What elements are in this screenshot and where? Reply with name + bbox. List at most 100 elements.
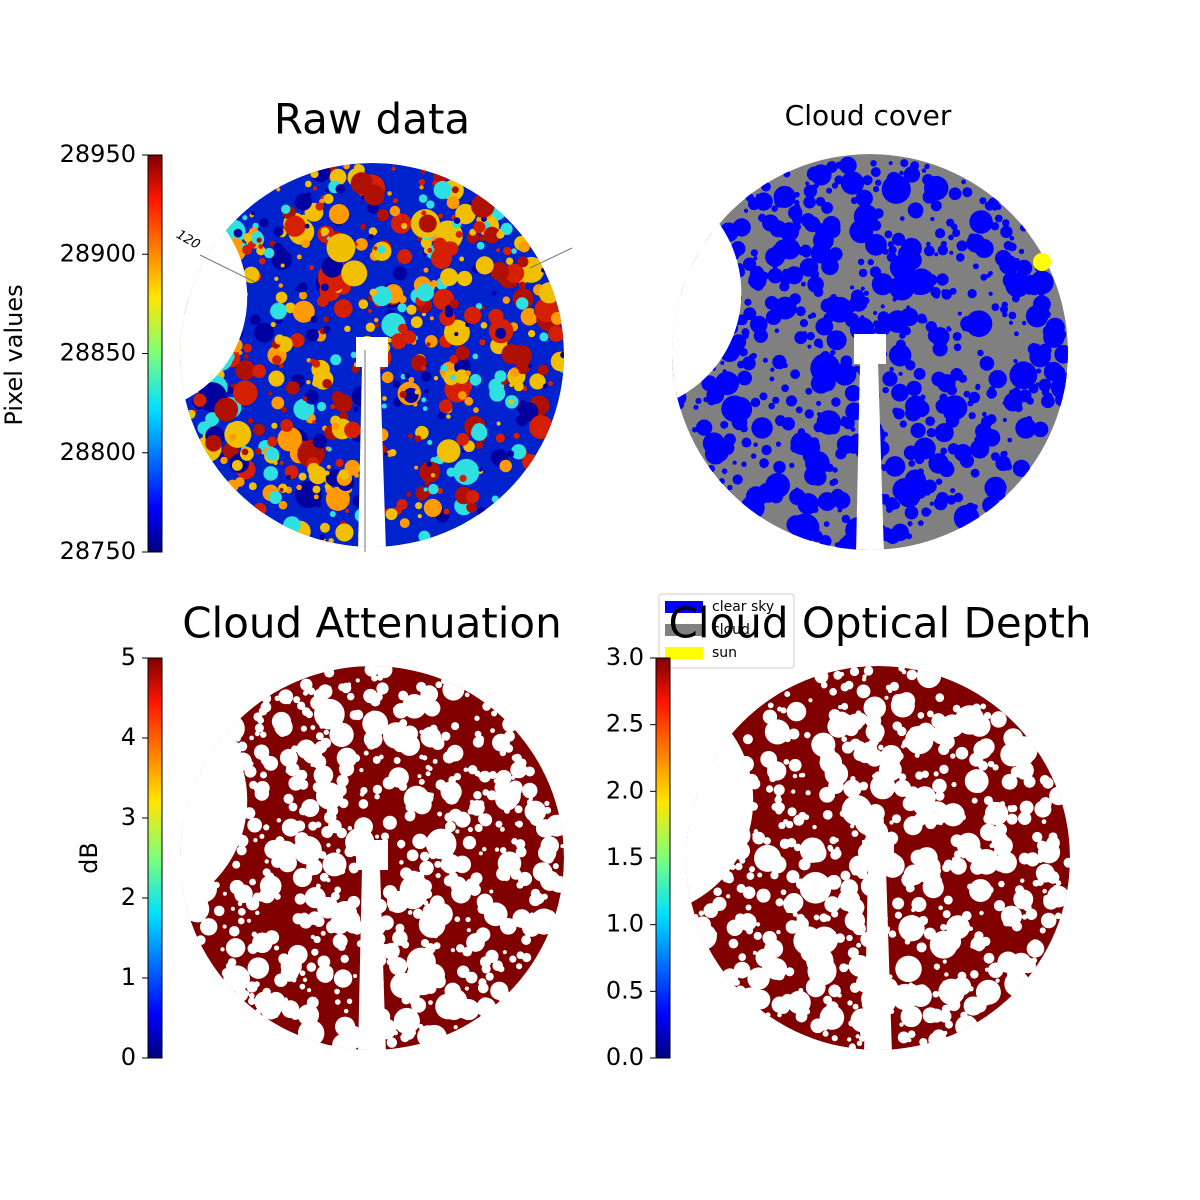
image-blob: [312, 485, 321, 494]
image-blob: [926, 241, 931, 247]
image-blob: [898, 773, 907, 782]
image-blob: [726, 968, 735, 977]
image-blob: [965, 310, 993, 338]
image-blob: [518, 241, 530, 253]
image-blob: [335, 523, 354, 542]
image-blob: [769, 220, 787, 238]
image-blob: [821, 257, 839, 276]
image-blob: [760, 968, 768, 975]
image-blob: [970, 468, 980, 478]
image-blob: [744, 915, 749, 920]
image-blob: [285, 380, 300, 395]
image-blob: [856, 810, 866, 820]
image-blob: [774, 970, 785, 981]
image-blob: [406, 849, 419, 862]
image-blob: [749, 866, 756, 873]
image-blob: [386, 1037, 398, 1048]
image-blob: [261, 693, 272, 704]
image-blob: [847, 519, 853, 524]
image-blob: [477, 800, 485, 807]
image-blob: [826, 330, 847, 351]
image-blob: [393, 757, 401, 764]
image-blob: [968, 412, 976, 420]
image-blob: [937, 244, 949, 256]
image-blob: [505, 257, 514, 265]
image-blob: [903, 445, 919, 461]
image-blob: [347, 682, 352, 687]
image-blob: [309, 264, 315, 271]
image-blob: [265, 447, 279, 461]
image-blob: [723, 433, 736, 446]
image-blob: [426, 200, 435, 209]
image-blob: [298, 806, 308, 816]
image-blob: [382, 396, 387, 401]
image-blob: [807, 344, 812, 349]
image-blob: [909, 914, 916, 921]
image-blob: [786, 870, 800, 884]
image-blob: [1026, 939, 1045, 958]
image-blob: [805, 181, 810, 186]
image-blob: [1039, 775, 1051, 786]
image-blob: [383, 942, 400, 960]
image-blob: [885, 497, 899, 511]
image-blob: [931, 1029, 947, 1044]
image-blob: [850, 285, 855, 290]
image-blob: [317, 401, 327, 412]
image-blob: [310, 169, 319, 179]
image-blob: [823, 995, 832, 1005]
image-blob: [253, 744, 270, 760]
image-blob: [1063, 857, 1070, 868]
image-blob: [934, 965, 940, 971]
image-blob: [249, 735, 254, 741]
image-blob: [988, 291, 993, 296]
image-blob: [746, 872, 755, 880]
image-blob: [457, 860, 463, 866]
image-blob: [713, 887, 722, 897]
image-blob: [321, 283, 329, 292]
image-blob: [805, 387, 813, 395]
image-blob: [891, 983, 919, 1011]
image-blob: [456, 270, 473, 287]
image-blob: [790, 442, 801, 453]
image-blob: [406, 947, 436, 977]
image-blob: [815, 317, 834, 336]
image-blob: [846, 713, 864, 731]
image-blob: [243, 266, 260, 284]
image-blob: [512, 753, 522, 763]
image-blob: [353, 406, 359, 413]
image-blob: [950, 367, 964, 381]
image-blob: [297, 1019, 325, 1047]
image-blob: [980, 416, 993, 428]
image-blob: [432, 974, 446, 989]
image-blob: [774, 796, 782, 804]
image-blob: [759, 392, 768, 401]
image-blob: [1030, 944, 1036, 950]
image-blob: [243, 354, 249, 359]
image-blob: [243, 343, 253, 353]
image-blob: [827, 422, 840, 435]
image-blob: [737, 360, 745, 369]
image-blob: [372, 755, 381, 764]
image-blob: [226, 479, 239, 492]
image-blob: [903, 166, 921, 183]
image-blob: [552, 863, 559, 870]
image-blob: [899, 332, 906, 339]
image-blob: [817, 412, 822, 417]
image-blob: [938, 978, 965, 1006]
image-blob: [383, 452, 389, 457]
image-blob: [220, 456, 228, 465]
image-blob: [464, 692, 470, 698]
image-blob: [358, 299, 369, 310]
image-blob: [417, 774, 422, 779]
image-blob: [418, 778, 425, 785]
image-blob: [980, 703, 987, 710]
image-blob: [910, 422, 926, 439]
image-blob: [835, 448, 847, 460]
image-blob: [983, 952, 995, 964]
image-blob: [352, 973, 358, 979]
image-blob: [736, 883, 746, 893]
image-blob: [458, 999, 480, 1021]
image-blob: [844, 384, 862, 402]
image-blob: [281, 818, 300, 837]
image-blob: [421, 1024, 448, 1050]
